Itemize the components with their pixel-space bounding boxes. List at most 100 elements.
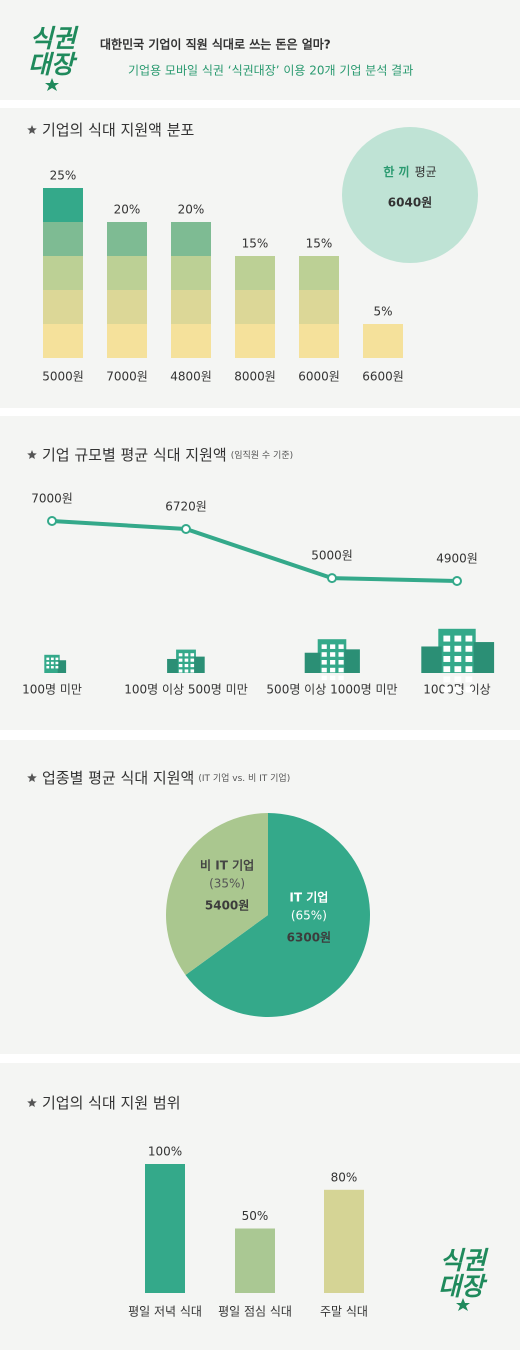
pie-slice bbox=[185, 813, 371, 1018]
window bbox=[443, 645, 451, 652]
value-label: 50% bbox=[242, 1209, 269, 1223]
window bbox=[330, 667, 336, 673]
bar bbox=[107, 222, 147, 358]
building-icon bbox=[421, 628, 495, 693]
section-title: 업종별 평균 식대 지원액 (IT 기업 vs. 비 IT 기업) bbox=[42, 769, 290, 787]
window bbox=[50, 661, 54, 665]
window bbox=[443, 686, 451, 693]
window bbox=[443, 676, 451, 683]
category-label: 6000원 bbox=[298, 370, 340, 384]
bar bbox=[299, 256, 339, 358]
category-label: 7000원 bbox=[106, 370, 148, 384]
window bbox=[178, 658, 183, 662]
title-star bbox=[27, 450, 37, 459]
category-label: 6600원 bbox=[362, 370, 404, 384]
bar bbox=[145, 1164, 185, 1293]
value-label: 20% bbox=[178, 203, 205, 217]
slice-percent: (35%) bbox=[209, 876, 245, 890]
window bbox=[454, 635, 462, 642]
window bbox=[55, 666, 59, 669]
window bbox=[184, 658, 189, 662]
building bbox=[344, 649, 360, 673]
window bbox=[338, 667, 344, 673]
window bbox=[330, 660, 336, 665]
building bbox=[167, 658, 178, 673]
window bbox=[443, 656, 451, 662]
bar bbox=[324, 1189, 364, 1293]
logo: 대장 bbox=[438, 1272, 488, 1301]
window bbox=[454, 666, 462, 673]
window bbox=[330, 652, 336, 657]
section-subtitle: (IT 기업 vs. 비 IT 기업) bbox=[198, 773, 290, 784]
bar bbox=[235, 1228, 275, 1293]
window bbox=[55, 661, 59, 665]
window bbox=[46, 666, 50, 669]
logo-star bbox=[45, 78, 59, 91]
bar bbox=[363, 324, 403, 358]
window bbox=[178, 664, 183, 668]
category-label: 평일 점심 식대 bbox=[218, 1305, 292, 1319]
window bbox=[190, 664, 195, 668]
section-title: 기업의 식대 지원액 분포 bbox=[42, 121, 195, 139]
category-label: 8000원 bbox=[234, 370, 276, 384]
window bbox=[321, 644, 327, 649]
value-label: 80% bbox=[331, 1170, 358, 1184]
window bbox=[178, 653, 183, 657]
window bbox=[443, 666, 451, 673]
building-icon bbox=[167, 649, 205, 673]
value-label: 5% bbox=[373, 305, 392, 319]
annotation-circle bbox=[342, 127, 478, 263]
window bbox=[465, 666, 473, 673]
window bbox=[190, 653, 195, 657]
category-label: 평일 저녁 식대 bbox=[128, 1305, 202, 1319]
title-star bbox=[27, 1098, 37, 1107]
section-title-text: 기업의 식대 지원 범위 bbox=[42, 1094, 181, 1112]
building bbox=[473, 642, 495, 673]
section-title-text: 업종별 평균 식대 지원액 bbox=[42, 769, 194, 787]
category-label: 500명 이상 1000명 미만 bbox=[266, 683, 397, 697]
window bbox=[465, 645, 473, 652]
value-label: 6720원 bbox=[165, 500, 207, 514]
value-label: 25% bbox=[50, 169, 77, 183]
value-label: 4900원 bbox=[436, 552, 478, 566]
value-label: 15% bbox=[242, 237, 269, 251]
value-label: 20% bbox=[114, 203, 141, 217]
section-title: 기업의 식대 지원 범위 bbox=[42, 1094, 181, 1112]
window bbox=[465, 635, 473, 642]
window bbox=[50, 657, 54, 661]
building bbox=[57, 660, 67, 673]
window bbox=[184, 653, 189, 657]
window bbox=[46, 657, 50, 661]
section-title: 기업 규모별 평균 식대 지원액 (임직원 수 기준) bbox=[42, 446, 293, 464]
line bbox=[51, 519, 458, 583]
category-label: 100명 이상 500명 미만 bbox=[124, 683, 248, 697]
annotation-highlight: 한 끼 bbox=[383, 164, 409, 179]
point bbox=[452, 576, 462, 586]
slice-name: IT 기업 bbox=[289, 890, 328, 905]
value-label: 7000원 bbox=[31, 492, 73, 506]
logo: 식권 bbox=[30, 24, 79, 53]
subtitle: 기업용 모바일 식권 ‘식권대장’ 이용 20개 기업 분석 결과 bbox=[128, 64, 413, 78]
category-label: 100명 미만 bbox=[22, 683, 82, 697]
building bbox=[193, 656, 205, 673]
window bbox=[443, 635, 451, 642]
building bbox=[304, 652, 321, 673]
bar bbox=[235, 256, 275, 358]
window bbox=[454, 645, 462, 652]
logo: 대장 bbox=[28, 50, 78, 79]
window bbox=[454, 686, 462, 693]
window bbox=[338, 675, 344, 681]
window bbox=[321, 667, 327, 673]
window bbox=[338, 644, 344, 649]
window bbox=[465, 656, 473, 662]
window bbox=[321, 652, 327, 657]
slice-percent: (65%) bbox=[291, 909, 327, 923]
slice-amount: 5400원 bbox=[205, 898, 249, 912]
window bbox=[190, 669, 195, 673]
window bbox=[454, 656, 462, 662]
logo: 식권 bbox=[440, 1246, 489, 1275]
window bbox=[454, 676, 462, 683]
section-title-text: 기업의 식대 지원액 분포 bbox=[42, 121, 195, 139]
window bbox=[330, 644, 336, 649]
